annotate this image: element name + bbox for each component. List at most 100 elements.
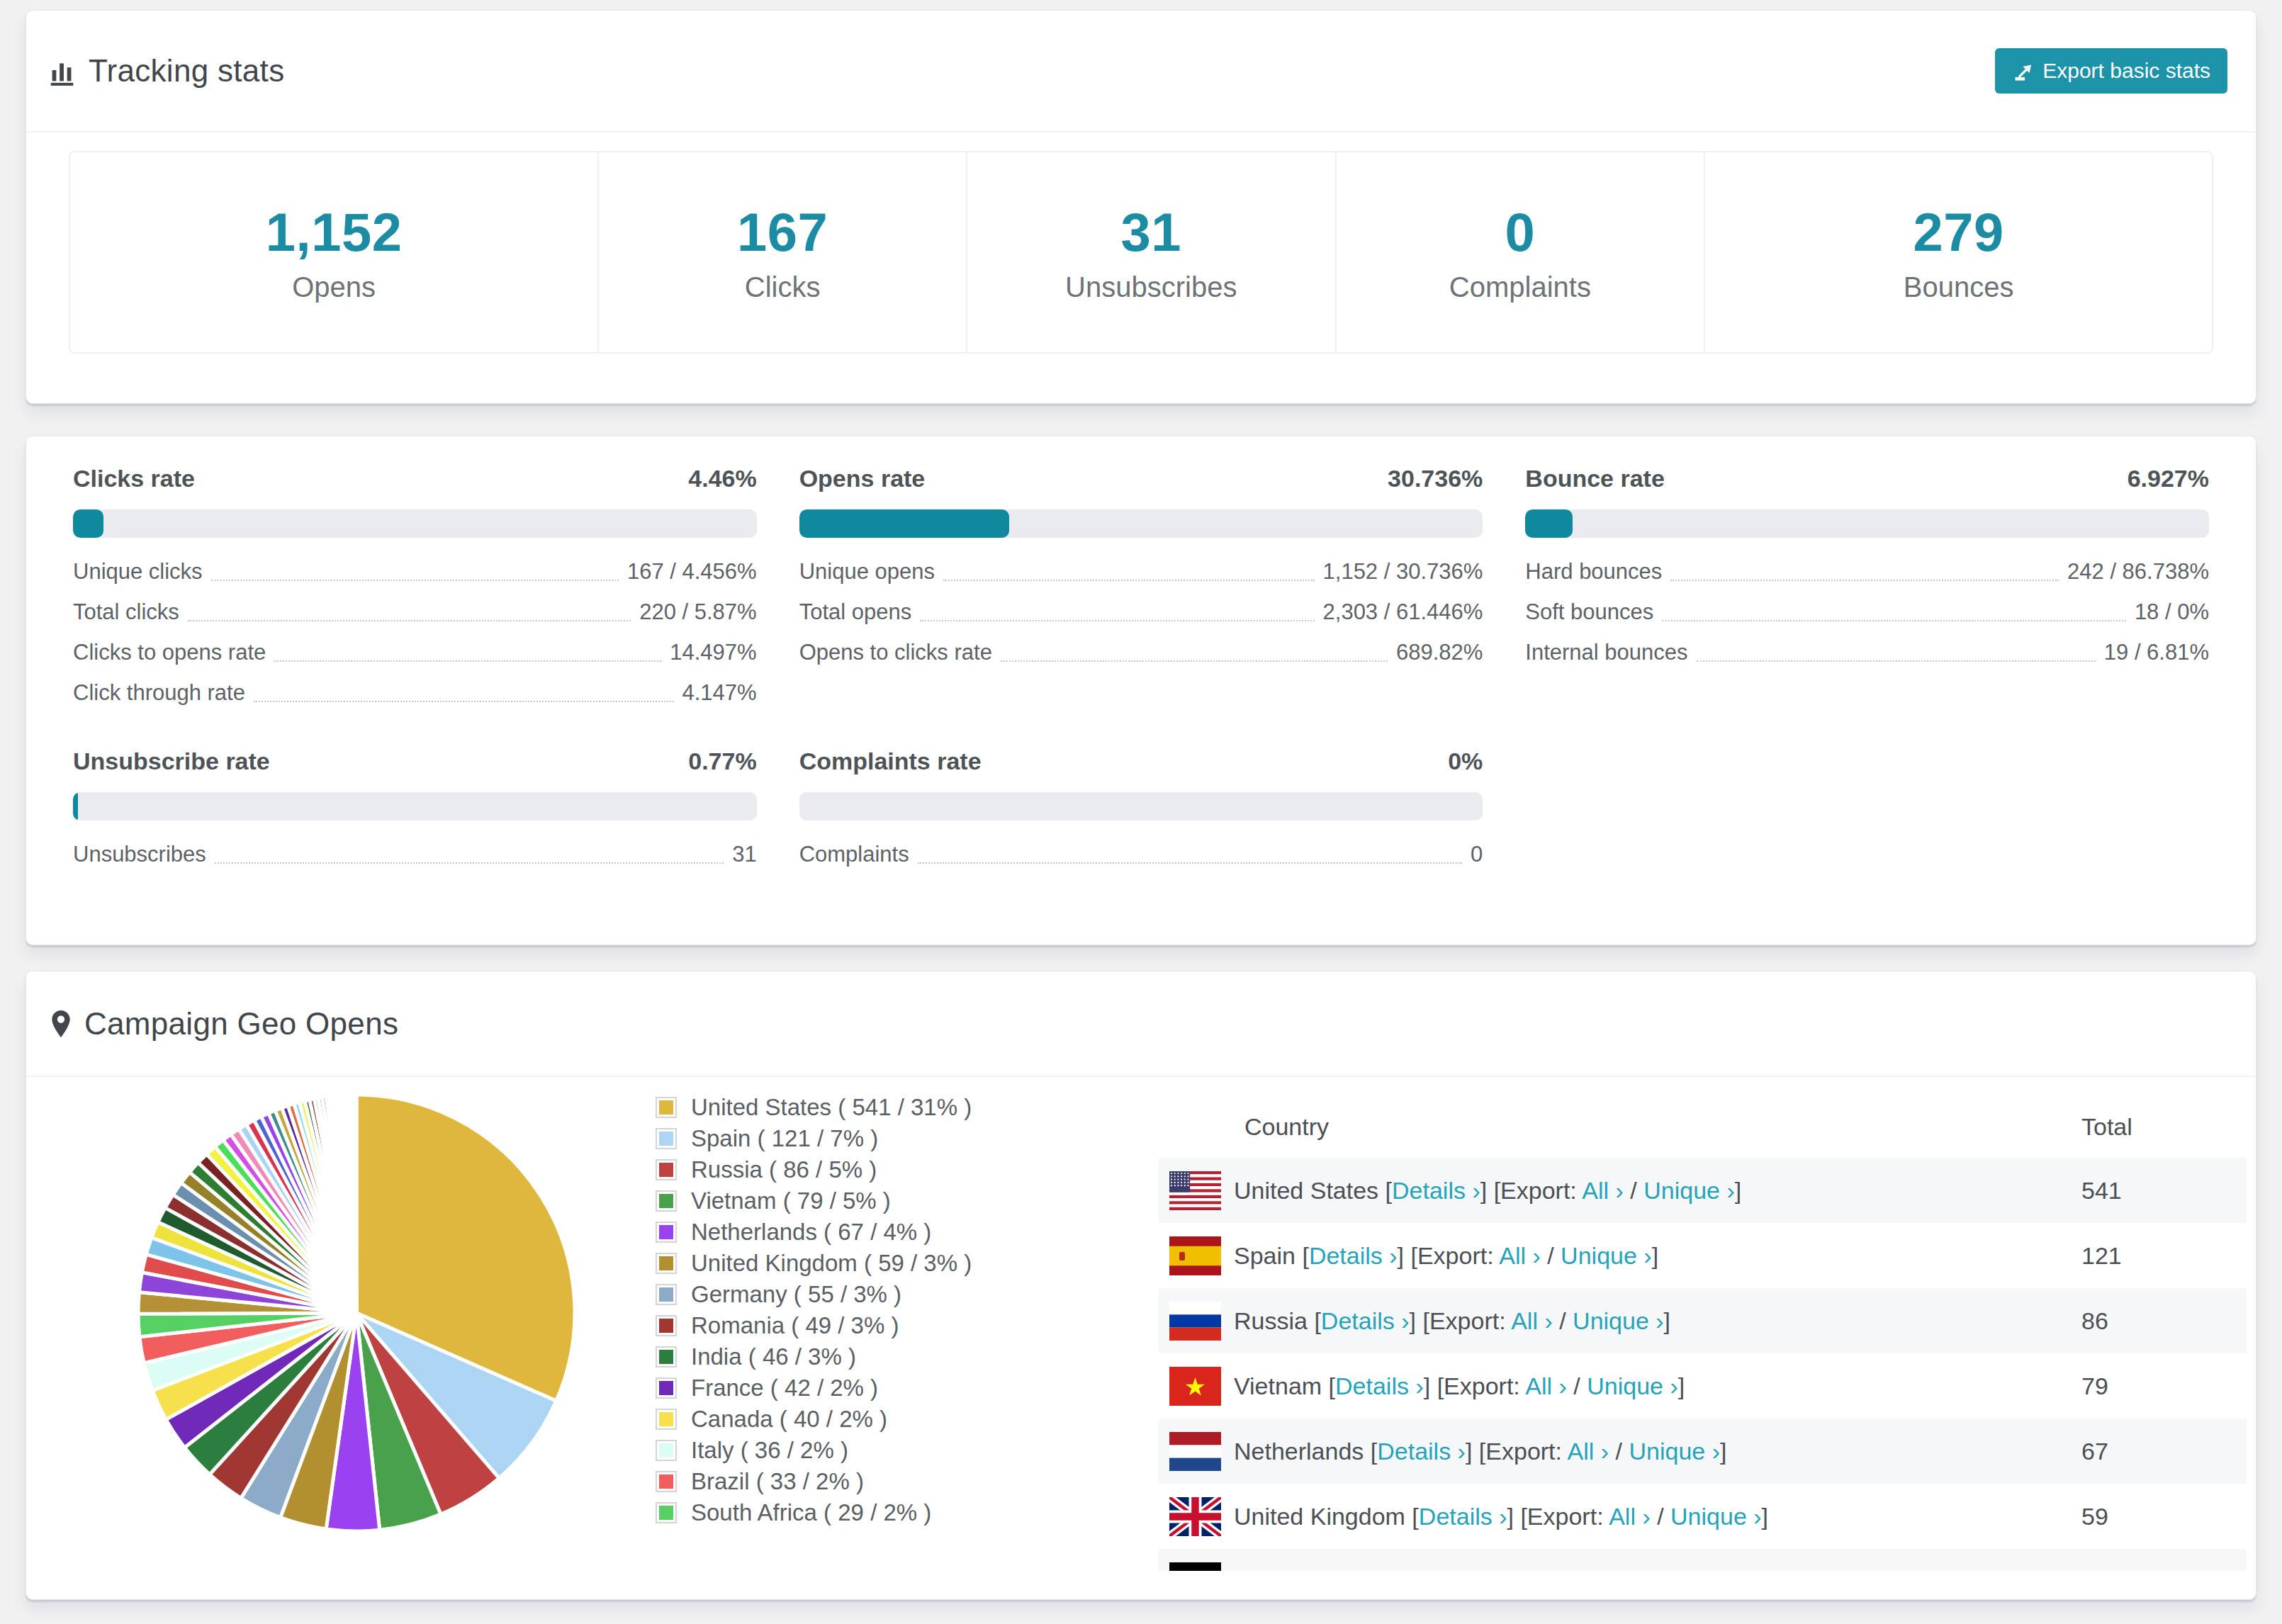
rate-row: Soft bounces18 / 0%	[1525, 599, 2209, 640]
legend-item: Italy ( 36 / 2% )	[656, 1435, 972, 1466]
rate-row: Click through rate 4.147%	[73, 680, 757, 721]
total-cell: 55	[2081, 1568, 2247, 1572]
export-all-link[interactable]: All ›	[1609, 1503, 1651, 1530]
rate-row-value: 14.497%	[670, 640, 756, 665]
geo-header: Campaign Geo Opens	[26, 971, 2256, 1076]
stat-label: Unsubscribes	[1065, 271, 1237, 303]
geo-table-row: Spain [Details ›] [Export: All › / Uniqu…	[1159, 1223, 2247, 1288]
details-link[interactable]: Details ›	[1377, 1438, 1466, 1465]
rate-row: Unsubscribes31	[73, 842, 757, 882]
rate-row-value: 4.147%	[682, 680, 757, 706]
flag-icon-gb	[1159, 1497, 1234, 1536]
legend-label: Romania ( 49 / 3% )	[691, 1312, 899, 1339]
legend-swatch	[656, 1190, 677, 1212]
geo-title: Campaign Geo Opens	[84, 1006, 398, 1042]
legend-label: Canada ( 40 / 2% )	[691, 1406, 887, 1433]
rate-row-label: Clicks to opens rate	[73, 640, 266, 665]
rate-row-value: 19 / 6.81%	[2104, 640, 2209, 665]
legend-swatch	[656, 1159, 677, 1180]
dotted-leader	[211, 580, 619, 581]
rate-value: 6.927%	[2128, 465, 2209, 492]
tracking-stats-card: Tracking stats Export basic stats 1,152O…	[26, 10, 2256, 404]
legend-swatch	[656, 1409, 677, 1430]
export-unique-link[interactable]: Unique ›	[1643, 1177, 1735, 1204]
details-link[interactable]: Details ›	[1321, 1307, 1410, 1334]
rate-row: Hard bounces 242 / 86.738%	[1525, 559, 2209, 599]
legend-label: Vietnam ( 79 / 5% )	[691, 1188, 891, 1214]
export-unique-link[interactable]: Unique ›	[1587, 1372, 1678, 1399]
legend-label: United Kingdom ( 59 / 3% )	[691, 1250, 972, 1277]
legend-item: Canada ( 40 / 2% )	[656, 1404, 972, 1435]
legend-swatch	[656, 1253, 677, 1274]
legend-item: Spain ( 121 / 7% )	[656, 1123, 972, 1154]
details-link[interactable]: Details ›	[1335, 1372, 1424, 1399]
geo-table-row: Vietnam [Details ›] [Export: All › / Uni…	[1159, 1353, 2247, 1419]
rate-row-label: Hard bounces	[1525, 559, 1662, 585]
dotted-leader	[188, 620, 631, 621]
rate-row: Unique opens 1,152 / 30.736%	[799, 559, 1483, 599]
geo-table: CountryTotalUnited States [Details ›] [E…	[1159, 1096, 2247, 1571]
rate-row-value: 18 / 0%	[2135, 599, 2209, 625]
rate-title: Bounce rate	[1525, 465, 1665, 492]
export-unique-link[interactable]: Unique ›	[1670, 1503, 1762, 1530]
legend-item: Netherlands ( 67 / 4% )	[656, 1217, 972, 1248]
rate-block-bounce-rate: Bounce rate 6.927% Hard bounces 242 / 86.73…	[1525, 465, 2209, 721]
details-link[interactable]: Details ›	[1419, 1503, 1507, 1530]
rate-title: Unsubscribe rate	[73, 748, 270, 775]
legend-swatch	[656, 1284, 677, 1305]
geo-table-row: United States [Details ›] [Export: All ›…	[1159, 1158, 2247, 1223]
header-divider	[26, 131, 2256, 132]
details-link[interactable]: Details ›	[1309, 1242, 1398, 1269]
dotted-leader	[254, 701, 674, 702]
progress-bar	[73, 509, 757, 538]
country-cell: Spain [Details ›] [Export: All › / Uniqu…	[1234, 1242, 2081, 1270]
export-unique-link[interactable]: Unique ›	[1573, 1307, 1664, 1334]
geo-table-row: United Kingdom [Details ›] [Export: All …	[1159, 1484, 2247, 1549]
details-link[interactable]: Details ›	[1392, 1177, 1480, 1204]
rate-row: Internal bounces19 / 6.81%	[1525, 640, 2209, 680]
legend-item: United States ( 541 / 31% )	[656, 1092, 972, 1123]
rate-row: Complaints0	[799, 842, 1483, 882]
export-all-link[interactable]: All ›	[1568, 1438, 1609, 1465]
geo-divider	[26, 1076, 2256, 1077]
rate-value: 30.736%	[1388, 465, 1483, 492]
legend-item: Brazil ( 33 / 2% )	[656, 1466, 972, 1497]
rate-row-value: 242 / 86.738%	[2067, 559, 2209, 585]
export-all-link[interactable]: All ›	[1511, 1307, 1553, 1334]
total-cell: 541	[2081, 1177, 2247, 1205]
export-unique-link[interactable]: Unique ›	[1561, 1242, 1652, 1269]
geo-table-header: CountryTotal	[1159, 1096, 2247, 1158]
export-unique-link[interactable]: Unique ›	[1598, 1568, 1690, 1572]
rate-row-label: Click through rate	[73, 680, 245, 706]
geo-legend: United States ( 541 / 31% )Spain ( 121 /…	[656, 1092, 972, 1528]
total-cell: 67	[2081, 1438, 2247, 1465]
legend-swatch	[656, 1502, 677, 1523]
country-cell: United Kingdom [Details ›] [Export: All …	[1234, 1503, 2081, 1530]
tracking-stats-title: Tracking stats	[89, 53, 284, 89]
rate-row-value: 1,152 / 30.736%	[1323, 559, 1483, 585]
rate-row-label: Unique opens	[799, 559, 935, 585]
legend-swatch	[656, 1315, 677, 1336]
rate-row-label: Unique clicks	[73, 559, 203, 585]
rate-value: 0.77%	[688, 748, 756, 775]
export-basic-stats-button[interactable]: Export basic stats	[1995, 48, 2227, 94]
flag-icon-vn	[1159, 1367, 1234, 1406]
geo-table-row: Russia [Details ›] [Export: All › / Uniq…	[1159, 1288, 2247, 1353]
dotted-leader	[918, 862, 1462, 864]
dotted-leader	[1670, 580, 2059, 581]
rate-block-opens-rate: Opens rate 30.736% Unique opens 1,152 / 30.…	[799, 465, 1483, 721]
stat-clicks: 167Clicks	[597, 152, 966, 352]
total-cell: 59	[2081, 1503, 2247, 1530]
export-all-link[interactable]: All ›	[1536, 1568, 1578, 1572]
details-link[interactable]: Details ›	[1347, 1568, 1435, 1572]
stat-label: Bounces	[1904, 271, 2014, 303]
legend-swatch	[656, 1097, 677, 1118]
export-all-link[interactable]: All ›	[1499, 1242, 1541, 1269]
export-all-link[interactable]: All ›	[1582, 1177, 1624, 1204]
dotted-leader	[943, 580, 1315, 581]
export-unique-link[interactable]: Unique ›	[1629, 1438, 1720, 1465]
export-all-link[interactable]: All ›	[1525, 1372, 1567, 1399]
rate-title: Opens rate	[799, 465, 926, 492]
progress-bar	[1525, 509, 2209, 538]
rate-block-clicks-rate: Clicks rate4.46%Unique clicks167 / 4.456…	[73, 465, 757, 721]
